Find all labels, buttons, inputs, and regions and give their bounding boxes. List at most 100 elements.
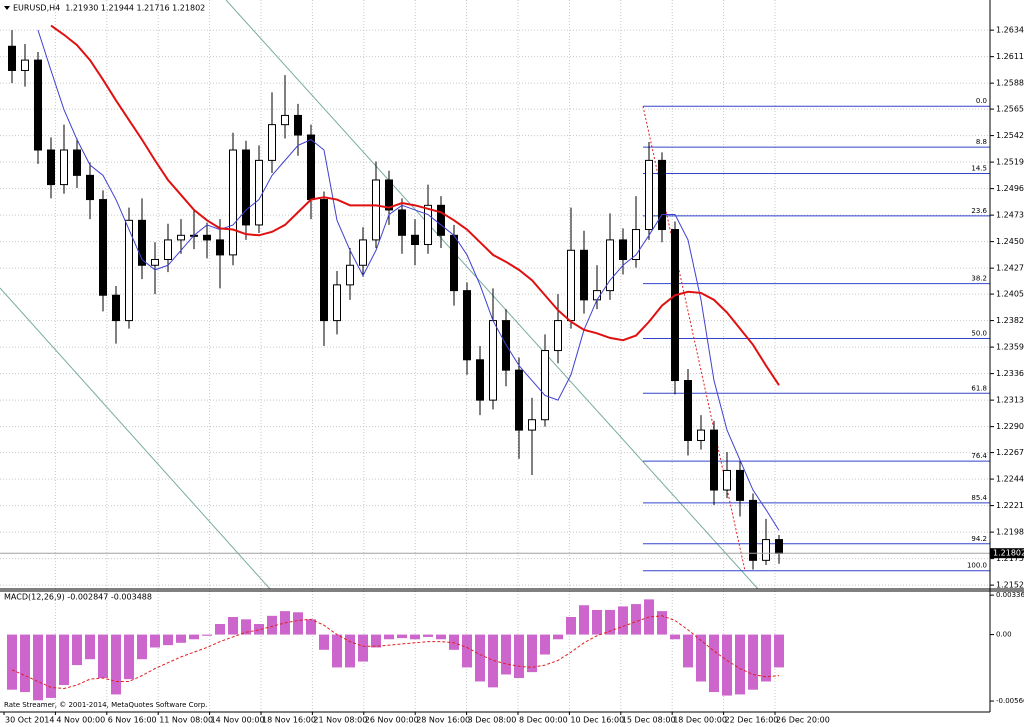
macd-bar bbox=[306, 619, 316, 635]
x-tick-label: 28 Nov 16:00 bbox=[416, 716, 470, 725]
y-tick-label: 1.25195 bbox=[996, 158, 1024, 167]
macd-bar bbox=[111, 634, 121, 695]
macd-bar bbox=[553, 634, 563, 640]
macd-bar bbox=[371, 634, 381, 648]
candle-body bbox=[320, 199, 328, 322]
macd-bar bbox=[7, 634, 17, 690]
x-tick-label: 3 Dec 08:00 bbox=[468, 716, 517, 725]
y-tick-label: 1.25425 bbox=[996, 131, 1024, 140]
y-tick-label: 1.26340 bbox=[996, 26, 1024, 35]
y-tick-label: 1.23820 bbox=[996, 316, 1024, 325]
macd-bar bbox=[436, 634, 446, 640]
y-tick-label: 1.21985 bbox=[996, 528, 1024, 537]
macd-bar bbox=[124, 634, 134, 680]
candle-body bbox=[515, 369, 523, 431]
candle-body bbox=[723, 469, 731, 491]
candle-body bbox=[684, 380, 692, 441]
y-tick-label: 1.25880 bbox=[996, 79, 1024, 88]
footer: Rate Streamer, © 2001-2014, MetaQuotes S… bbox=[4, 701, 207, 709]
macd-bar bbox=[592, 609, 602, 635]
macd-bar bbox=[319, 634, 329, 650]
candle-body bbox=[775, 539, 783, 554]
candle-body bbox=[47, 149, 55, 186]
candle-body bbox=[203, 234, 211, 241]
candle-body bbox=[762, 539, 770, 561]
candle-body bbox=[593, 290, 601, 301]
y-tick-label: 1.25655 bbox=[996, 105, 1024, 114]
x-tick-label: 14 Nov 00:00 bbox=[211, 716, 265, 725]
candle-body bbox=[541, 350, 549, 421]
y-tick-label: 1.24965 bbox=[996, 184, 1024, 193]
macd-bar bbox=[462, 634, 472, 668]
macd-bar bbox=[254, 624, 264, 635]
x-tick-label: 15 Dec 08:00 bbox=[622, 716, 676, 725]
macd-bar bbox=[657, 611, 667, 635]
macd-bar bbox=[59, 634, 69, 686]
macd-bar bbox=[358, 634, 368, 662]
y-tick-label: 1.24050 bbox=[996, 290, 1024, 299]
current-price-label: 1.21802 bbox=[993, 549, 1024, 558]
x-tick-label: 10 Dec 16:00 bbox=[570, 716, 624, 725]
candle-body bbox=[21, 59, 29, 71]
candle-body bbox=[710, 429, 718, 491]
candle-body bbox=[86, 174, 94, 201]
macd-bar bbox=[475, 634, 485, 682]
fibonacci-label: 14.5 bbox=[971, 165, 987, 173]
x-tick-label: 4 Nov 00:00 bbox=[56, 716, 105, 725]
y-tick-label: 0.00 bbox=[996, 631, 1012, 639]
macd-bar bbox=[761, 634, 771, 682]
macd-bar bbox=[683, 634, 693, 668]
candle-body bbox=[411, 234, 419, 246]
fibonacci-label: 38.2 bbox=[971, 275, 987, 283]
y-tick-label: -0.005666 bbox=[996, 697, 1024, 705]
candle-body bbox=[164, 239, 172, 261]
candle-body bbox=[359, 239, 367, 266]
macd-bar bbox=[397, 634, 407, 639]
macd-bar bbox=[670, 634, 680, 640]
macd-bar bbox=[527, 634, 537, 673]
fibonacci-label: 61.8 bbox=[971, 384, 987, 392]
fibonacci-label: 50.0 bbox=[971, 329, 987, 337]
candle-body bbox=[697, 429, 705, 441]
y-tick-label: 1.23590 bbox=[996, 343, 1024, 352]
candle-body bbox=[346, 264, 354, 286]
y-tick-label: 1.22900 bbox=[996, 422, 1024, 431]
macd-bar bbox=[735, 634, 745, 695]
macd-bar bbox=[618, 606, 628, 635]
candle-body bbox=[567, 249, 575, 322]
fibonacci-label: 76.4 bbox=[971, 452, 987, 460]
candle-body bbox=[307, 134, 315, 201]
macd-bar bbox=[579, 605, 589, 635]
candle-body bbox=[255, 159, 263, 226]
channel-line bbox=[225, 0, 759, 589]
label-layer: 1.26340 1.26110 1.25880 1.25655 1.25425 1.251… bbox=[3, 26, 1024, 725]
y-tick-label: 1.21755 bbox=[996, 554, 1024, 563]
y-tick-label: 1.26110 bbox=[996, 52, 1024, 61]
candle-body bbox=[398, 209, 406, 236]
y-tick-label: 1.22675 bbox=[996, 448, 1024, 457]
y-tick-label: 1.24275 bbox=[996, 264, 1024, 273]
candle-body bbox=[606, 239, 614, 292]
candle-body bbox=[476, 359, 484, 401]
macd-bar bbox=[176, 634, 186, 643]
fibonacci-label: 94.2 bbox=[971, 535, 987, 543]
candle-body bbox=[632, 229, 640, 261]
x-tick-label: 21 Nov 08:00 bbox=[313, 716, 367, 725]
macd-bar bbox=[163, 634, 173, 646]
current-price-box bbox=[990, 548, 1024, 559]
macd-bar bbox=[410, 634, 420, 640]
x-tick-label: 18 Nov 16:00 bbox=[262, 716, 316, 725]
y-tick-label: 1.22215 bbox=[996, 501, 1024, 510]
macd-bar bbox=[631, 604, 641, 635]
macd-bar bbox=[241, 619, 251, 635]
macd-bar bbox=[228, 616, 238, 635]
macd-bar bbox=[449, 634, 459, 650]
channel-line bbox=[0, 287, 271, 589]
candle-body bbox=[112, 294, 120, 322]
x-tick-label: 30 Oct 2014 bbox=[5, 716, 54, 725]
candle-body bbox=[671, 229, 679, 382]
candle-body bbox=[619, 239, 627, 261]
y-tick-label: 1.23360 bbox=[996, 369, 1024, 378]
candle-body bbox=[658, 159, 666, 231]
